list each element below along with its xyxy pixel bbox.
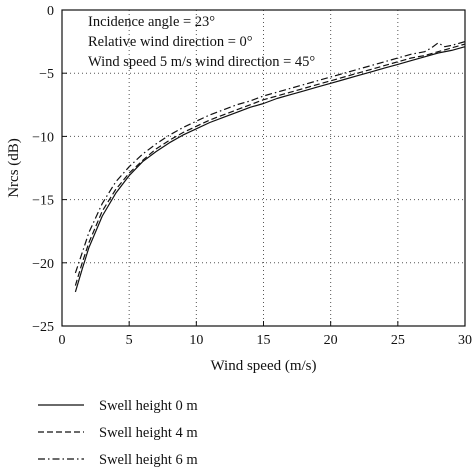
y-tick-label: 0: [47, 4, 54, 19]
x-tick-label: 0: [59, 333, 66, 348]
annotation-line-1: Incidence angle = 23°: [88, 14, 215, 30]
annotation-line-2: Relative wind direction = 0°: [88, 34, 253, 50]
x-axis-label: Wind speed (m/s): [210, 358, 316, 374]
y-tick-label: −15: [32, 194, 54, 209]
series-line-3: [74, 41, 466, 274]
y-tick-label: −10: [32, 130, 54, 145]
x-tick-label: 25: [391, 333, 405, 348]
legend-label-2: Swell height 4 m: [99, 425, 198, 441]
legend-label-1: Swell height 0 m: [99, 398, 198, 414]
legend: Swell height 0 m Swell height 4 m Swell he…: [38, 398, 198, 468]
annotations: Incidence angle = 23° Relative wind direc…: [88, 14, 315, 70]
series-line-2: [74, 43, 466, 286]
x-tick-label: 10: [189, 333, 203, 348]
axis-ticks: 0 5 10 15 20 25 30 0 −5 −10 −15 −20 −25: [32, 4, 472, 348]
series-line-1: [74, 46, 466, 293]
x-tick-label: 5: [126, 333, 133, 348]
y-tick-label: −5: [39, 67, 54, 82]
x-tick-label: 15: [257, 333, 271, 348]
x-tick-label: 20: [324, 333, 338, 348]
y-tick-label: −25: [32, 320, 54, 335]
x-tick-label: 30: [458, 333, 472, 348]
y-tick-label: −20: [32, 257, 54, 272]
legend-label-3: Swell height 6 m: [99, 452, 198, 468]
annotation-line-3: Wind speed 5 m/s wind direction = 45°: [88, 54, 315, 70]
y-axis-label: Nrcs (dB): [6, 138, 22, 198]
grid: [62, 10, 465, 326]
series-lines: [74, 41, 466, 293]
